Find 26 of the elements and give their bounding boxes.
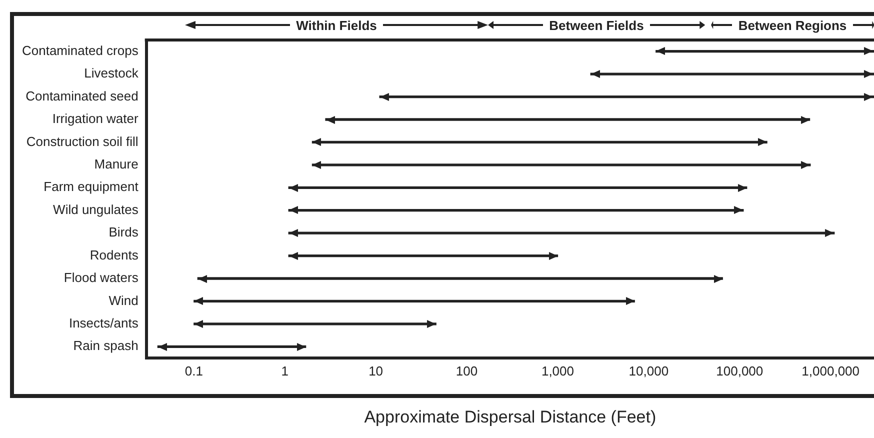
y-tick-label: Insects/ants <box>68 316 139 331</box>
y-tick-label: Rodents <box>90 247 139 262</box>
text: Within Fields <box>295 18 378 32</box>
y-tick-label: Farm equipment <box>44 179 139 194</box>
y-tick-label: Manure <box>94 156 138 172</box>
x-tick-label: 100,000 <box>716 363 764 378</box>
x-axis-title: Approximate Dispersal Distance (Feet) <box>364 407 656 426</box>
x-tick-label: 1,000 <box>541 363 574 378</box>
text: Between Regions <box>737 18 848 32</box>
y-tick-label: Birds <box>108 224 139 240</box>
y-tick-label: Contaminated seed <box>26 88 138 104</box>
y-tick-label: Irrigation water <box>52 111 140 126</box>
x-tick-label: 1,000,000 <box>802 363 860 378</box>
y-tick-label: Contaminated crops <box>22 42 139 58</box>
text: Between Fields <box>548 18 645 32</box>
x-tick-label: 1 <box>281 363 288 378</box>
x-tick-label: 0.1 <box>184 363 203 378</box>
y-tick-label: Construction soil fill <box>26 134 138 149</box>
y-tick-label: Wild ungulates <box>53 202 139 217</box>
y-tick-label: Livestock <box>84 66 139 81</box>
x-tick-label: 10,000 <box>628 363 669 378</box>
y-tick-label: Flood waters <box>64 270 139 286</box>
y-tick-label: Rain spash <box>73 338 138 354</box>
x-tick-label: 100 <box>456 363 478 378</box>
y-tick-label: Wind <box>108 292 138 308</box>
x-tick-label: 10 <box>368 363 384 378</box>
